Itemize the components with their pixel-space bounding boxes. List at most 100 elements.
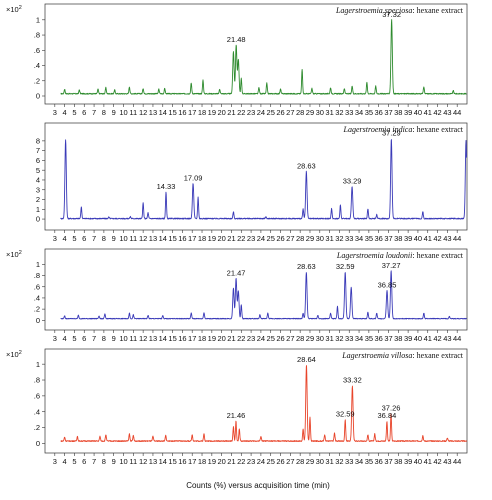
- panel-title-suffix: : hexane extract: [412, 351, 463, 360]
- panel-title-suffix: : hexane extract: [412, 251, 463, 260]
- x-tick-label: 8: [102, 234, 106, 243]
- y-tick-label: .2: [34, 305, 40, 314]
- x-tick-label: 27: [286, 108, 294, 117]
- x-tick-label: 3: [53, 334, 57, 343]
- x-tick-label: 22: [237, 234, 245, 243]
- y-tick-label: 8: [36, 136, 40, 145]
- x-tick-label: 4: [63, 108, 67, 117]
- peak-label: 37.26: [382, 403, 401, 412]
- x-tick-label: 14: [159, 457, 167, 466]
- x-tick-label: 42: [433, 457, 441, 466]
- panel-title: Lagerstroemia indica: hexane extract: [343, 125, 464, 134]
- x-tick-label: 29: [306, 457, 314, 466]
- x-tick-label: 31: [325, 108, 333, 117]
- panel-frame: [44, 3, 468, 105]
- panel-frame: [44, 122, 468, 231]
- x-tick-label: 22: [237, 334, 245, 343]
- x-tick-label: 26: [276, 234, 284, 243]
- x-tick-label: 6: [82, 108, 86, 117]
- y-tick-label: .8: [34, 376, 40, 385]
- x-tick-label: 13: [149, 334, 157, 343]
- x-tick-label: 39: [404, 457, 412, 466]
- x-tick-label: 39: [404, 334, 412, 343]
- x-tick-label: 44: [453, 108, 461, 117]
- x-tick-label: 27: [286, 334, 294, 343]
- x-tick-label: 12: [139, 457, 147, 466]
- x-tick-label: 30: [316, 234, 324, 243]
- x-tick-label: 19: [208, 234, 216, 243]
- y-scale-label: ×102: [6, 350, 22, 359]
- x-tick-label: 9: [112, 334, 116, 343]
- panel-frame: [44, 248, 468, 331]
- x-tick-label: 10: [119, 457, 127, 466]
- x-tick-label: 38: [394, 457, 402, 466]
- x-tick-label: 42: [433, 234, 441, 243]
- x-tick-label: 16: [178, 234, 186, 243]
- panel-title-suffix: : hexane extract: [412, 6, 463, 15]
- y-tick-label: 0: [36, 316, 40, 325]
- x-tick-label: 17: [188, 334, 196, 343]
- x-tick-label: 14: [159, 334, 167, 343]
- x-tick-label: 39: [404, 108, 412, 117]
- x-tick-label: 34: [355, 108, 363, 117]
- x-axis-label: Counts (%) versus acquisition time (min): [186, 481, 330, 490]
- x-tick-label: 17: [188, 457, 196, 466]
- x-tick-label: 23: [247, 108, 255, 117]
- x-tick-label: 9: [112, 108, 116, 117]
- x-tick-label: 9: [112, 234, 116, 243]
- x-tick-label: 25: [267, 334, 275, 343]
- x-tick-label: 13: [149, 457, 157, 466]
- x-tick-label: 3: [53, 457, 57, 466]
- peak-label: 36.84: [378, 411, 397, 420]
- x-tick-label: 15: [168, 457, 176, 466]
- x-tick-label: 29: [306, 334, 314, 343]
- x-tick-label: 38: [394, 234, 402, 243]
- y-tick-label: .6: [34, 282, 40, 291]
- peak-label: 37.32: [382, 10, 401, 19]
- x-tick-label: 12: [139, 234, 147, 243]
- peak-label: 21.48: [227, 35, 246, 44]
- x-tick-label: 44: [453, 234, 461, 243]
- panel-title-species: Lagerstroemia villosa: [341, 351, 412, 360]
- x-tick-label: 24: [257, 457, 265, 466]
- x-tick-label: 35: [365, 334, 373, 343]
- series-trace: [60, 139, 467, 220]
- peak-label: 21.46: [227, 411, 246, 420]
- x-tick-label: 5: [72, 457, 76, 466]
- x-tick-label: 10: [119, 234, 127, 243]
- peak-label: 28.64: [297, 355, 316, 364]
- x-tick-label: 31: [325, 457, 333, 466]
- x-tick-label: 19: [208, 108, 216, 117]
- y-tick-label: 4: [36, 176, 40, 185]
- x-tick-label: 9: [112, 457, 116, 466]
- x-tick-label: 8: [102, 457, 106, 466]
- x-tick-label: 20: [217, 234, 225, 243]
- x-tick-label: 4: [63, 334, 67, 343]
- x-tick-label: 23: [247, 334, 255, 343]
- x-tick-label: 36: [375, 234, 383, 243]
- x-tick-label: 41: [424, 334, 432, 343]
- x-tick-label: 21: [227, 234, 235, 243]
- x-tick-label: 4: [63, 457, 67, 466]
- y-tick-label: 0: [36, 92, 40, 101]
- y-tick-label: .2: [34, 76, 40, 85]
- x-tick-label: 21: [227, 108, 235, 117]
- y-tick-label: .4: [34, 407, 40, 416]
- peak-label: 37.29: [382, 128, 401, 137]
- x-tick-label: 26: [276, 108, 284, 117]
- x-tick-label: 14: [159, 234, 167, 243]
- x-tick-label: 10: [119, 334, 127, 343]
- peak-label: 21.47: [227, 268, 246, 277]
- peak-label: 36.85: [378, 281, 397, 290]
- x-tick-label: 24: [257, 108, 265, 117]
- x-tick-label: 40: [414, 334, 422, 343]
- peak-label: 33.29: [343, 176, 362, 185]
- x-tick-label: 11: [129, 108, 137, 117]
- x-tick-label: 7: [92, 234, 96, 243]
- x-tick-label: 43: [443, 334, 451, 343]
- x-tick-label: 18: [198, 234, 206, 243]
- x-tick-label: 43: [443, 108, 451, 117]
- y-tick-label: 7: [36, 146, 40, 155]
- x-tick-label: 5: [72, 334, 76, 343]
